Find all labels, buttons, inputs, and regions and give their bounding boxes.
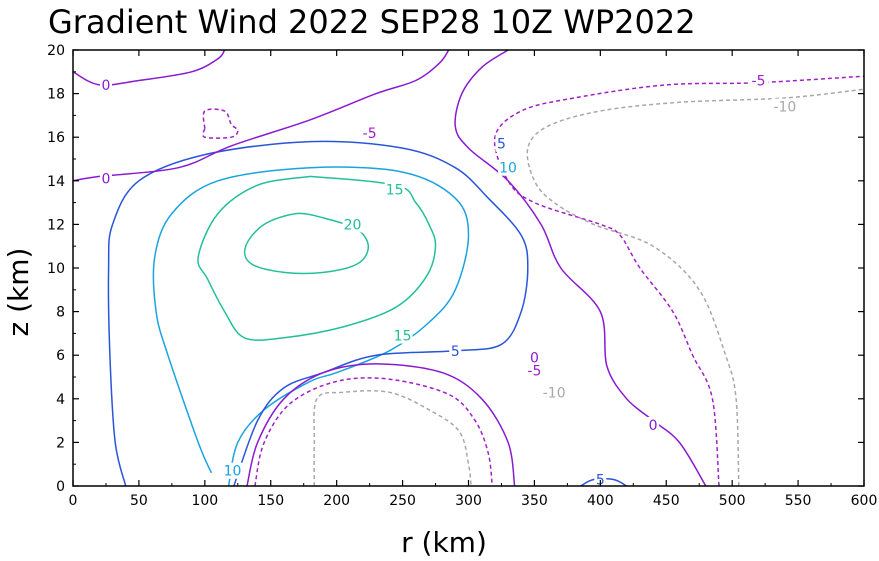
contour-label: -10 xyxy=(543,385,566,401)
contour-label-bg xyxy=(498,159,519,176)
x-tick-label: 50 xyxy=(130,493,148,509)
contour-label: 0 xyxy=(649,418,658,434)
y-tick-label: 12 xyxy=(47,217,65,233)
contour-line-10 xyxy=(152,166,470,486)
contour-label-bg xyxy=(528,349,541,366)
y-tick-label: 16 xyxy=(47,130,65,146)
contour-line--5 xyxy=(202,108,239,139)
contour-label-bg xyxy=(99,76,112,93)
contour-label-bg xyxy=(449,342,462,359)
contour-line--5 xyxy=(493,75,864,486)
x-tick-label: 100 xyxy=(191,493,218,509)
contour-label: 0 xyxy=(101,78,110,94)
y-tick-label: 4 xyxy=(56,392,65,408)
contour-label-bg xyxy=(495,135,508,152)
contour-line-15 xyxy=(197,175,437,341)
contour-label-bg xyxy=(770,98,799,115)
contour-label-bg xyxy=(359,124,380,141)
y-tick-label: 8 xyxy=(56,305,65,321)
contour-label-bg xyxy=(222,462,243,479)
x-tick-label: 300 xyxy=(455,493,482,509)
chart-title: Gradient Wind 2022 SEP28 10Z WP2022 xyxy=(48,3,696,41)
contour-label-bg xyxy=(748,72,769,89)
contour-label: 5 xyxy=(451,344,460,360)
contour-label: 10 xyxy=(499,161,517,177)
y-tick-label: 2 xyxy=(56,435,65,451)
x-axis-title: r (km) xyxy=(401,526,487,559)
contour-label: 0 xyxy=(530,350,539,366)
x-tick-label: 500 xyxy=(719,493,746,509)
x-tick-label: 600 xyxy=(851,493,878,509)
x-tick-label: 400 xyxy=(587,493,614,509)
y-tick-label: 18 xyxy=(47,87,65,103)
contour-line-20 xyxy=(243,212,370,275)
contour-label: 10 xyxy=(224,464,242,480)
contour-label-bg xyxy=(594,471,607,488)
contour-label-bg xyxy=(342,216,363,233)
contour-label: -5 xyxy=(752,74,766,90)
y-axis-title: z (km) xyxy=(2,248,35,337)
contour-line-5 xyxy=(107,140,529,486)
contour-label-bg xyxy=(384,181,405,198)
contour-line--10 xyxy=(313,389,472,486)
x-tick-label: 150 xyxy=(257,493,284,509)
contour-label: 15 xyxy=(394,329,412,345)
contour-label: 0 xyxy=(101,172,110,188)
y-tick-label: 14 xyxy=(47,174,65,190)
y-tick-label: 0 xyxy=(56,479,65,495)
contour-label-bg xyxy=(392,327,413,344)
contour-label: 20 xyxy=(344,217,362,233)
contour-label-bg xyxy=(99,170,112,187)
contour-line--5 xyxy=(254,377,493,486)
contour-label: -10 xyxy=(773,100,796,116)
y-tick-label: 20 xyxy=(47,43,65,59)
contour-label-bg xyxy=(524,362,545,379)
plot-frame xyxy=(72,49,865,487)
y-tick-label: 10 xyxy=(47,261,65,277)
x-tick-label: 0 xyxy=(69,493,78,509)
x-tick-label: 200 xyxy=(323,493,350,509)
x-tick-label: 450 xyxy=(653,493,680,509)
contour-label: 15 xyxy=(386,183,404,199)
contour-label: -5 xyxy=(527,363,541,379)
contour-line-0 xyxy=(73,50,226,86)
contour-line-0 xyxy=(246,363,516,486)
contour-label: -5 xyxy=(363,126,377,142)
x-tick-label: 250 xyxy=(389,493,416,509)
contour-line-0 xyxy=(73,50,450,182)
x-tick-label: 350 xyxy=(521,493,548,509)
y-tick-label: 6 xyxy=(56,348,65,364)
contour-label-bg xyxy=(540,384,569,401)
contour-line--10 xyxy=(526,88,864,486)
contour-label-bg xyxy=(647,416,660,433)
axes: 0 50 100 150 200 250 300 350 400 450 500 550 6000246… xyxy=(47,43,877,509)
x-tick-label: 550 xyxy=(785,493,812,509)
contour-label: 5 xyxy=(497,137,506,153)
plot-area: 20151510105550000-5-5-5-10-10 xyxy=(73,50,864,488)
